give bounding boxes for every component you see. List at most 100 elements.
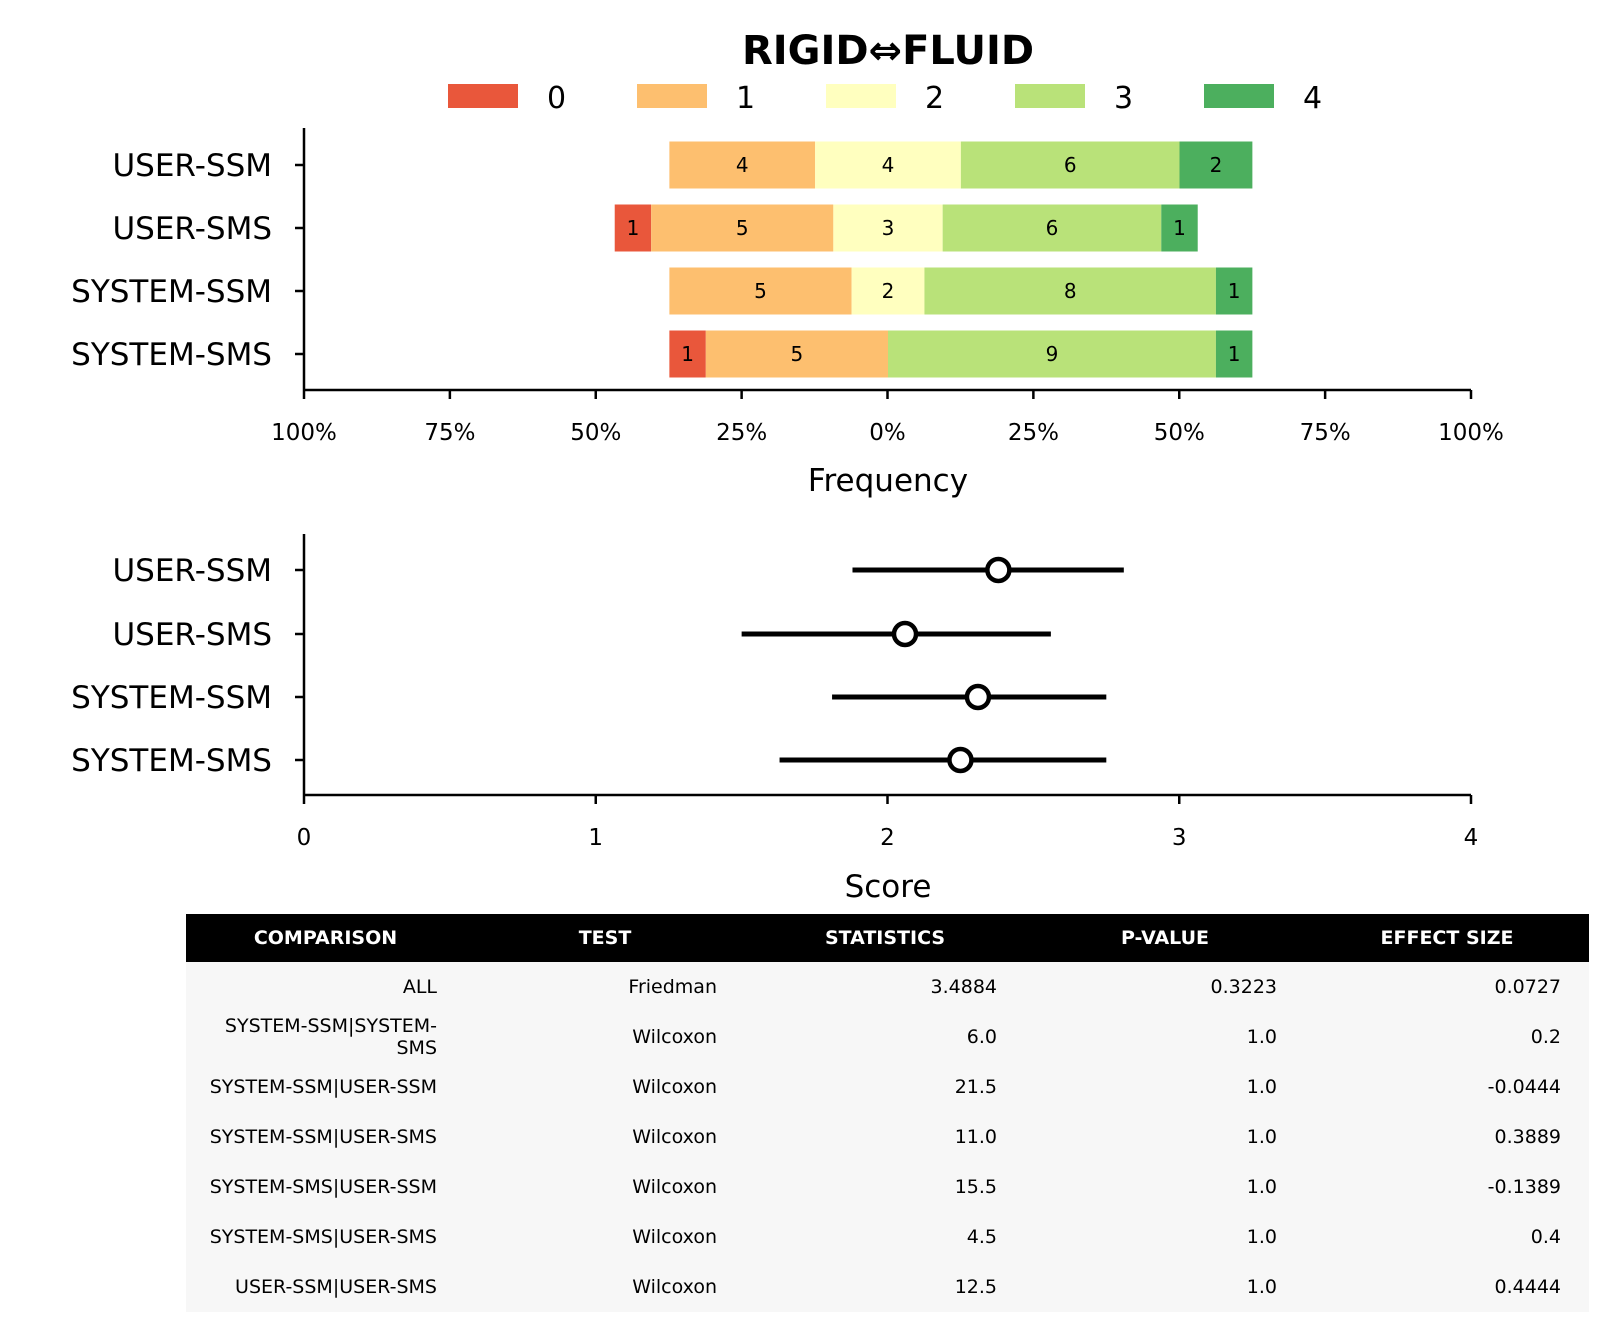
bottom-x-tick-label: 4 <box>1464 825 1479 851</box>
bar-segment-label-system-ssm-1: 5 <box>754 279 767 303</box>
legend: 0 1 2 3 4 <box>448 81 1322 116</box>
bottom-x-tick-label: 1 <box>588 825 603 851</box>
table-cell-test: Friedman <box>628 976 717 998</box>
table-cell-p-value: 1.0 <box>1246 1126 1277 1148</box>
chart-title: RIGID⇔FLUID <box>742 28 1034 74</box>
legend-label-1: 1 <box>736 81 755 116</box>
table-cell-p-value: 1.0 <box>1246 1076 1277 1098</box>
table-cell-comparison: ALL <box>402 976 437 998</box>
score-interval-chart: USER-SSM USER-SMS SYSTEM-SSM SYSTEM-SMS 0 1 2 3… <box>71 534 1478 851</box>
table-cell-effect-size: 0.4 <box>1530 1226 1561 1248</box>
table-cell-statistics: 21.5 <box>954 1076 997 1098</box>
bar-segment-label-user-ssm-3: 6 <box>1064 153 1077 177</box>
mean-point-system-sms <box>947 746 974 774</box>
legend-swatch-2 <box>826 84 896 108</box>
table-cell-effect-size: 0.3889 <box>1494 1126 1561 1148</box>
bottom-x-tick-label: 2 <box>880 825 895 851</box>
bottom-x-tick-label: 3 <box>1172 825 1187 851</box>
bar-segment-user-sms-3 <box>942 204 1162 252</box>
table-row: USER-SSM|USER-SMS Wilcoxon 12.5 1.0 0.4444 <box>186 1262 1589 1312</box>
bar-segment-label-system-sms-3: 9 <box>1046 342 1059 366</box>
legend-label-0: 0 <box>547 81 566 116</box>
table-cell-p-value: 1.0 <box>1246 1176 1277 1198</box>
bar-segment-label-system-ssm-3: 8 <box>1064 279 1077 303</box>
table-header-row: COMPARISON TEST STATISTICS P-VALUE EFFECT SI… <box>186 914 1589 962</box>
bottom-x-tick-label: 0 <box>297 825 312 851</box>
legend-swatch-0 <box>448 84 518 108</box>
bar-segment-label-user-sms-2: 3 <box>882 216 895 240</box>
column-header-comparison: COMPARISON <box>253 927 398 949</box>
table-cell-comparison: USER-SSM|USER-SMS <box>235 1276 437 1298</box>
top-x-tick-label: 25% <box>1008 420 1059 446</box>
table-cell-effect-size: -0.0444 <box>1487 1076 1561 1098</box>
bar-segment-user-sms-0 <box>614 204 652 252</box>
table-cell-statistics: 15.5 <box>954 1176 997 1198</box>
legend-swatch-1 <box>637 84 707 108</box>
column-header-effect-size: EFFECT SIZE <box>1380 927 1514 949</box>
table-cell-effect-size: 0.2 <box>1530 1026 1561 1048</box>
table-cell-statistics: 11.0 <box>954 1126 997 1148</box>
bar-segment-system-sms-0 <box>669 330 706 378</box>
bottom-y-tick-label-user-ssm: USER-SSM <box>112 553 272 589</box>
table-cell-effect-size: 0.4444 <box>1494 1276 1561 1298</box>
legend-label-4: 4 <box>1303 81 1322 116</box>
table-row: ALL Friedman 3.4884 0.3223 0.0727 <box>186 962 1589 1012</box>
table-row: SYSTEM-SSM|SYSTEM-SMS Wilcoxon 6.0 1.0 0.2 <box>186 1012 1589 1062</box>
bar-segment-system-ssm-4 <box>1215 267 1253 315</box>
bar-segment-label-user-sms-1: 5 <box>736 216 749 240</box>
table-row: SYSTEM-SSM|USER-SSM Wilcoxon 21.5 1.0 -0.044… <box>186 1062 1589 1112</box>
top-x-tick-label: 0% <box>869 420 906 446</box>
table-cell-test: Wilcoxon <box>632 1226 717 1248</box>
bar-segment-label-system-sms-4: 1 <box>1228 342 1241 366</box>
table-cell-comparison: SYSTEM-SSM|SYSTEM-SMS <box>224 1015 437 1059</box>
bar-segment-system-ssm-2 <box>851 267 925 315</box>
table-cell-p-value: 1.0 <box>1246 1026 1277 1048</box>
legend-swatch-4 <box>1204 84 1274 108</box>
bar-segment-label-user-sms-3: 6 <box>1046 216 1059 240</box>
bar-segment-user-ssm-4 <box>1179 141 1253 189</box>
table-cell-statistics: 6.0 <box>966 1026 997 1048</box>
column-header-statistics: STATISTICS <box>824 927 946 949</box>
table-cell-statistics: 3.4884 <box>930 976 997 998</box>
bar-segment-label-system-ssm-2: 2 <box>882 279 895 303</box>
table-row: SYSTEM-SMS|USER-SSM Wilcoxon 15.5 1.0 -0.138… <box>186 1162 1589 1212</box>
legend-label-3: 3 <box>1114 81 1133 116</box>
bar-segment-label-user-sms-0: 1 <box>627 216 640 240</box>
table-cell-test: Wilcoxon <box>632 1026 717 1048</box>
table-cell-p-value: 0.3223 <box>1210 976 1277 998</box>
column-header-test: TEST <box>578 927 632 949</box>
mean-point-user-sms <box>891 620 919 648</box>
top-x-tick-label: 75% <box>1300 420 1351 446</box>
bar-segment-label-user-sms-4: 1 <box>1173 216 1186 240</box>
column-header-p-value: P-VALUE <box>1120 927 1210 949</box>
bar-segment-user-sms-2 <box>833 204 943 252</box>
top-y-tick-label-user-sms: USER-SMS <box>112 211 272 247</box>
bottom-x-axis-label: Score <box>845 869 932 900</box>
mean-point-system-ssm <box>964 683 992 711</box>
table-cell-test: Wilcoxon <box>632 1126 717 1148</box>
bottom-y-tick-label-user-sms: USER-SMS <box>112 617 272 653</box>
bottom-y-tick-label-system-ssm: SYSTEM-SSM <box>71 680 272 716</box>
table-cell-p-value: 1.0 <box>1246 1276 1277 1298</box>
table-row: SYSTEM-SSM|USER-SMS Wilcoxon 11.0 1.0 0.3889 <box>186 1112 1589 1162</box>
table-body: ALL Friedman 3.4884 0.3223 0.0727 SYSTEM-SSM|… <box>186 962 1589 1312</box>
bar-segment-label-user-ssm-4: 2 <box>1210 153 1223 177</box>
table-cell-p-value: 1.0 <box>1246 1226 1277 1248</box>
table-cell-comparison: SYSTEM-SMS|USER-SSM <box>209 1176 437 1198</box>
top-x-tick-label: 50% <box>1154 420 1205 446</box>
bar-segment-user-ssm-1 <box>669 141 816 189</box>
table-cell-effect-size: -0.1389 <box>1487 1176 1561 1198</box>
table-cell-test: Wilcoxon <box>632 1176 717 1198</box>
table-cell-statistics: 4.5 <box>966 1226 997 1248</box>
bar-segment-system-ssm-1 <box>669 267 852 315</box>
top-x-axis-label: Frequency <box>808 463 968 499</box>
mean-point-user-ssm <box>985 556 1012 584</box>
table-cell-effect-size: 0.0727 <box>1494 976 1561 998</box>
table-row: SYSTEM-SMS|USER-SMS Wilcoxon 4.5 1.0 0.4 <box>186 1212 1589 1262</box>
top-y-tick-label-system-ssm: SYSTEM-SSM <box>71 274 272 310</box>
top-x-tick-label: 100% <box>271 420 337 446</box>
top-y-tick-label-system-sms: SYSTEM-SMS <box>71 337 272 373</box>
table-cell-comparison: SYSTEM-SSM|USER-SMS <box>209 1126 437 1148</box>
legend-swatch-3 <box>1015 84 1085 108</box>
bottom-y-tick-label-system-sms: SYSTEM-SMS <box>71 743 272 779</box>
